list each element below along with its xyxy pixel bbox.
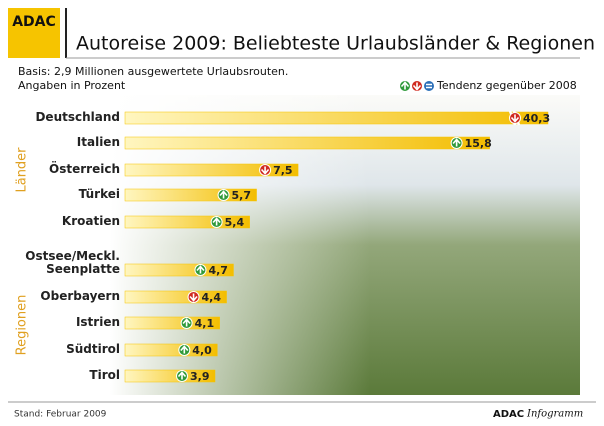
value-label: 5,4 [225,216,245,229]
trend-icon [259,164,272,176]
trend-arrow [177,371,187,380]
trend-arrow [182,318,191,327]
logo: ADAC [12,14,56,30]
bar [124,111,549,125]
trend-arrow [212,217,221,226]
footer-brand: ADAC [493,409,524,420]
value-label: 4,4 [202,291,222,304]
category-label: Kroatien [61,214,120,228]
footer-brand: Infogramm [526,409,583,420]
subtitle: Angaben in Prozent [18,79,126,92]
trend-arrow [452,138,461,147]
bar [124,263,234,277]
trend-arrow [426,83,432,89]
bar [124,136,490,150]
value-label: 40,3 [523,112,550,125]
logo-box [8,8,60,58]
trend-arrow [412,82,422,91]
category-label: Oberbayern [40,289,120,303]
trend-icon [217,189,230,201]
trend-icon [411,80,423,92]
trend-icon [509,112,521,124]
trend-icon [210,216,223,228]
bar [124,369,216,383]
category-label: Südtirol [66,342,120,356]
footer-note: Stand: Februar 2009 [14,410,107,420]
trend-arrow [180,345,189,354]
category-label: Tirol [89,368,120,382]
trend-arrow [400,81,410,90]
legend-title: Tendenz gegenüber 2008 [436,79,577,92]
chart-title: Autoreise 2009: Beliebteste Urlaubslände… [76,33,595,55]
group-label: Regionen [15,295,30,356]
category-label: Ostsee/Meckl. Seenplatte [25,249,120,276]
group-label: Länder [15,147,30,193]
trend-circle [423,80,435,92]
trend-arrow [219,190,228,199]
trend-icon [187,291,200,303]
value-label: 15,8 [465,137,492,150]
subtitle: Basis: 2,9 Millionen ausgewertete Urlaub… [18,65,288,78]
trend-icon [450,137,463,149]
trend-arrow [510,114,520,123]
value-label: 3,9 [190,370,210,383]
bar [124,316,220,330]
trend-icon [178,344,191,356]
trend-icon [399,80,411,92]
trend-icon [176,370,188,382]
trend-icon [180,317,193,329]
category-label: Österreich [49,162,120,176]
value-label: 4,0 [192,344,212,357]
value-label: 4,7 [208,264,228,277]
category-label: Istrien [75,315,120,329]
bar [124,290,227,304]
trend-arrow [260,166,270,175]
value-label: 4,1 [195,317,215,330]
category-label: Türkei [78,187,120,201]
value-label: 5,7 [232,189,252,202]
trend-arrow [189,293,198,302]
trend-icon [194,264,207,276]
bar [124,163,299,177]
category-label: Italien [76,135,120,149]
bar [124,343,218,357]
trend-arrow [196,265,205,274]
trend-icon [423,80,435,92]
value-label: 7,5 [273,164,293,177]
category-label: Deutschland [35,110,120,124]
